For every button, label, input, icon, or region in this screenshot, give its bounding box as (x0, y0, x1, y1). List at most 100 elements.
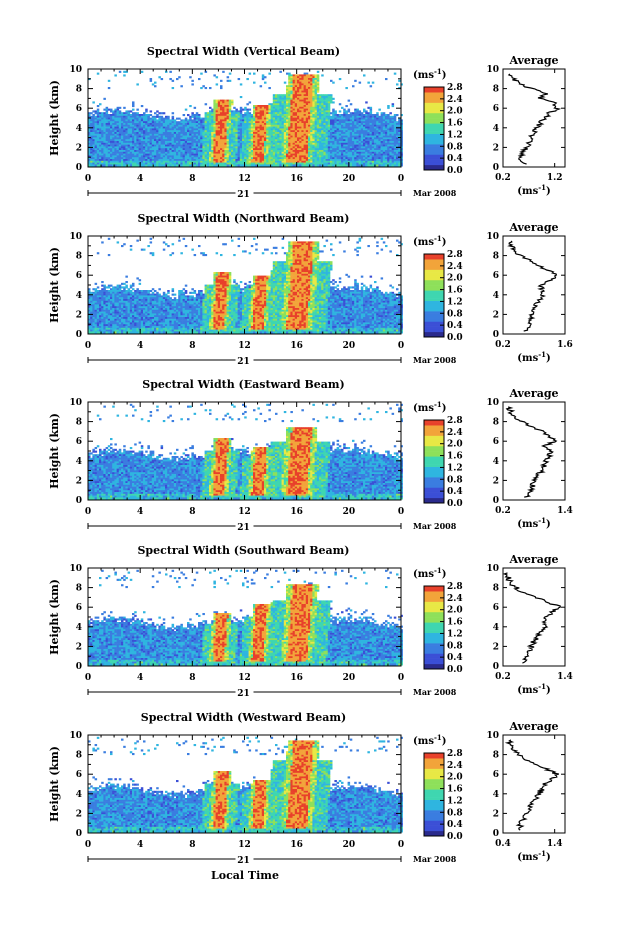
heatmap-cell (130, 146, 133, 148)
heatmap-cell (90, 159, 93, 161)
heatmap-cell (108, 141, 111, 143)
heatmap-cell (145, 119, 148, 121)
heatmap-cell (180, 137, 183, 139)
heatmap-cell (187, 123, 190, 125)
heatmap-cell (121, 119, 124, 121)
heatmap-cell (99, 130, 102, 132)
heatmap-cell (136, 114, 139, 116)
heatmap-cell (141, 130, 144, 132)
heatmap-cell (139, 123, 142, 125)
heatmap-cell (150, 78, 153, 80)
heatmap-cell (136, 161, 139, 163)
heatmap-cell (169, 164, 172, 166)
heatmap-cell (143, 119, 146, 121)
heatmap-cell (158, 145, 161, 147)
heatmap-cell (183, 119, 186, 121)
heatmap-cell (141, 137, 144, 139)
heatmap-cell (163, 164, 166, 166)
heatmap-cell (154, 132, 157, 134)
heatmap-cell (103, 119, 106, 121)
heatmap-cell (114, 161, 117, 163)
heatmap-cell (108, 80, 111, 82)
heatmap-cell (172, 164, 175, 166)
heatmap-cell (178, 148, 181, 150)
heatmap-cell (141, 118, 144, 120)
heatmap-cell (174, 127, 177, 129)
heatmap-cell (132, 105, 135, 107)
heatmap-cell (156, 116, 159, 118)
heatmap-cell (143, 154, 146, 156)
heatmap-cell (101, 130, 104, 132)
heatmap-cell (150, 110, 153, 112)
heatmap-cell (106, 119, 109, 121)
heatmap-cell (117, 164, 120, 166)
heatmap-cell (167, 163, 170, 165)
heatmap-cell (134, 159, 137, 161)
heatmap-cell (103, 116, 106, 118)
heatmap-cell (114, 119, 117, 121)
heatmap-cell (145, 121, 148, 123)
heatmap-cell (165, 119, 168, 121)
heatmap-cell (176, 146, 179, 148)
heatmap-cell (92, 114, 95, 116)
heatmap-cell (169, 128, 172, 130)
heatmap-cell (145, 143, 148, 145)
heatmap-cell (147, 146, 150, 148)
heatmap-cell (156, 161, 159, 163)
heatmap-cell (154, 150, 157, 152)
heatmap-cell (183, 132, 186, 134)
heatmap-cell (130, 136, 133, 138)
heatmap-cell (117, 114, 120, 116)
heatmap-cell (145, 134, 148, 136)
heatmap-cell (161, 145, 164, 147)
heatmap-cell (139, 137, 142, 139)
heatmap-cell (174, 152, 177, 154)
heatmap-cell (145, 127, 148, 129)
heatmap-cell (167, 128, 170, 130)
heatmap-cell (172, 134, 175, 136)
heatmap-cell (150, 150, 153, 152)
heatmap-cell (117, 155, 120, 157)
heatmap-cell (101, 155, 104, 157)
heatmap-cell (180, 119, 183, 121)
heatmap-cell (183, 123, 186, 125)
heatmap-cell (143, 145, 146, 147)
heatmap-cell (167, 123, 170, 125)
heatmap-cell (134, 143, 137, 145)
heatmap-cell (114, 114, 117, 116)
heatmap-cell (187, 161, 190, 163)
heatmap-cell (132, 116, 135, 118)
heatmap-cell (147, 141, 150, 143)
heatmap-cell (189, 121, 192, 123)
heatmap-cell (103, 132, 106, 134)
heatmap-cell (134, 134, 137, 136)
heatmap-cell (99, 145, 102, 147)
heatmap-cell (134, 152, 137, 154)
heatmap-cell (117, 157, 120, 159)
heatmap-cell (141, 155, 144, 157)
heatmap-cell (101, 152, 104, 154)
heatmap-cell (165, 134, 168, 136)
heatmap-cell (169, 163, 172, 165)
heatmap-cell (112, 118, 115, 120)
heatmap-cell (183, 137, 186, 139)
heatmap-cell (150, 148, 153, 150)
heatmap-cell (180, 148, 183, 150)
heatmap-cell (154, 137, 157, 139)
heatmap-cell (158, 150, 161, 152)
heatmap-cell (134, 146, 137, 148)
heatmap-cell (125, 146, 128, 148)
heatmap-cell (167, 159, 170, 161)
heatmap-cell (147, 137, 150, 139)
heatmap-cell (174, 141, 177, 143)
heatmap-cell (143, 128, 146, 130)
heatmap-cell (183, 143, 186, 145)
heatmap-cell (99, 163, 102, 165)
heatmap-cell (152, 163, 155, 165)
heatmap-cell (150, 134, 153, 136)
heatmap-cell (189, 118, 192, 120)
heatmap-cell (90, 150, 93, 152)
heatmap-cell (174, 143, 177, 145)
heatmap-cell (185, 159, 188, 161)
heatmap-cell (119, 157, 122, 159)
